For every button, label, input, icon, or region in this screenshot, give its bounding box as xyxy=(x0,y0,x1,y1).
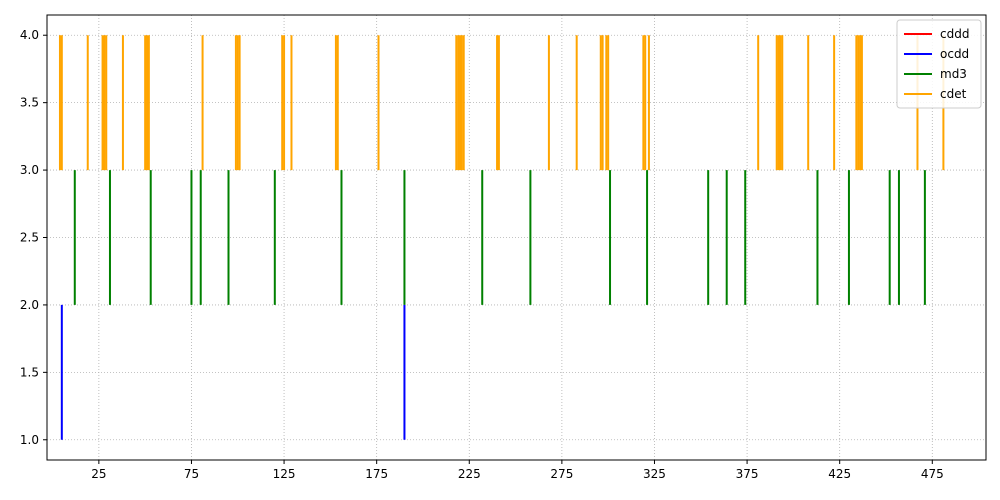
x-tick-label: 375 xyxy=(736,467,759,481)
y-tick-label: 3.5 xyxy=(20,96,39,110)
legend-label-ocdd: ocdd xyxy=(940,47,969,61)
x-tick-label: 175 xyxy=(365,467,388,481)
x-tick-label: 25 xyxy=(91,467,106,481)
y-tick-label: 2.5 xyxy=(20,231,39,245)
legend-label-cdet: cdet xyxy=(940,87,967,101)
legend-label-md3: md3 xyxy=(940,67,967,81)
legend: cddd ocdd md3 cdet xyxy=(896,19,982,109)
x-tick-label: 425 xyxy=(828,467,851,481)
y-tick-label: 3.0 xyxy=(20,163,39,177)
x-tick-label: 325 xyxy=(643,467,666,481)
axis-ticks: 25 75 125 175 225 275 325 375 425 475 1.0 1.5 2.0 2.5… xyxy=(20,28,944,481)
x-tick-label: 75 xyxy=(184,467,199,481)
y-tick-label: 4.0 xyxy=(20,28,39,42)
x-tick-label: 125 xyxy=(273,467,296,481)
x-tick-label: 225 xyxy=(458,467,481,481)
y-tick-label: 1.0 xyxy=(20,433,39,447)
event-lines xyxy=(58,35,945,440)
legend-box xyxy=(896,19,982,109)
x-tick-label: 475 xyxy=(921,467,944,481)
y-tick-label: 1.5 xyxy=(20,365,39,379)
y-tick-label: 2.0 xyxy=(20,298,39,312)
x-tick-label: 275 xyxy=(550,467,573,481)
legend-label-cddd: cddd xyxy=(940,27,969,41)
